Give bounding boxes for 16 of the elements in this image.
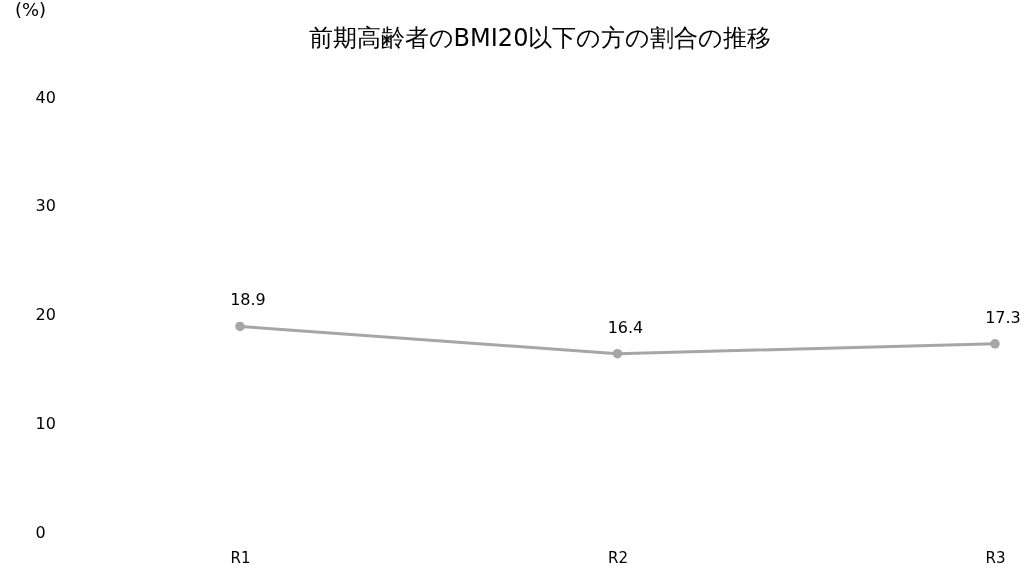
y-tick-label: 40	[35, 87, 56, 107]
point	[612, 348, 623, 359]
point	[235, 321, 245, 332]
data-label: 17.3	[985, 307, 1021, 327]
data-label: 18.9	[230, 290, 266, 310]
x-tick-label: R2	[608, 548, 628, 567]
y-axis-title: (%)	[14, 0, 47, 20]
point	[990, 339, 1000, 349]
y-tick-label: 10	[35, 413, 56, 433]
chart-title: 前期高齢者のBMI20以下の方の割合の推移	[308, 24, 772, 52]
y-tick-label: 20	[35, 305, 56, 324]
x-tick-label: R1	[230, 548, 251, 567]
y-tick-label: 30	[35, 196, 56, 216]
data-label: 16.4	[607, 317, 644, 337]
y-tick-label: 0	[35, 522, 46, 542]
x-tick-label: R3	[985, 548, 1006, 567]
